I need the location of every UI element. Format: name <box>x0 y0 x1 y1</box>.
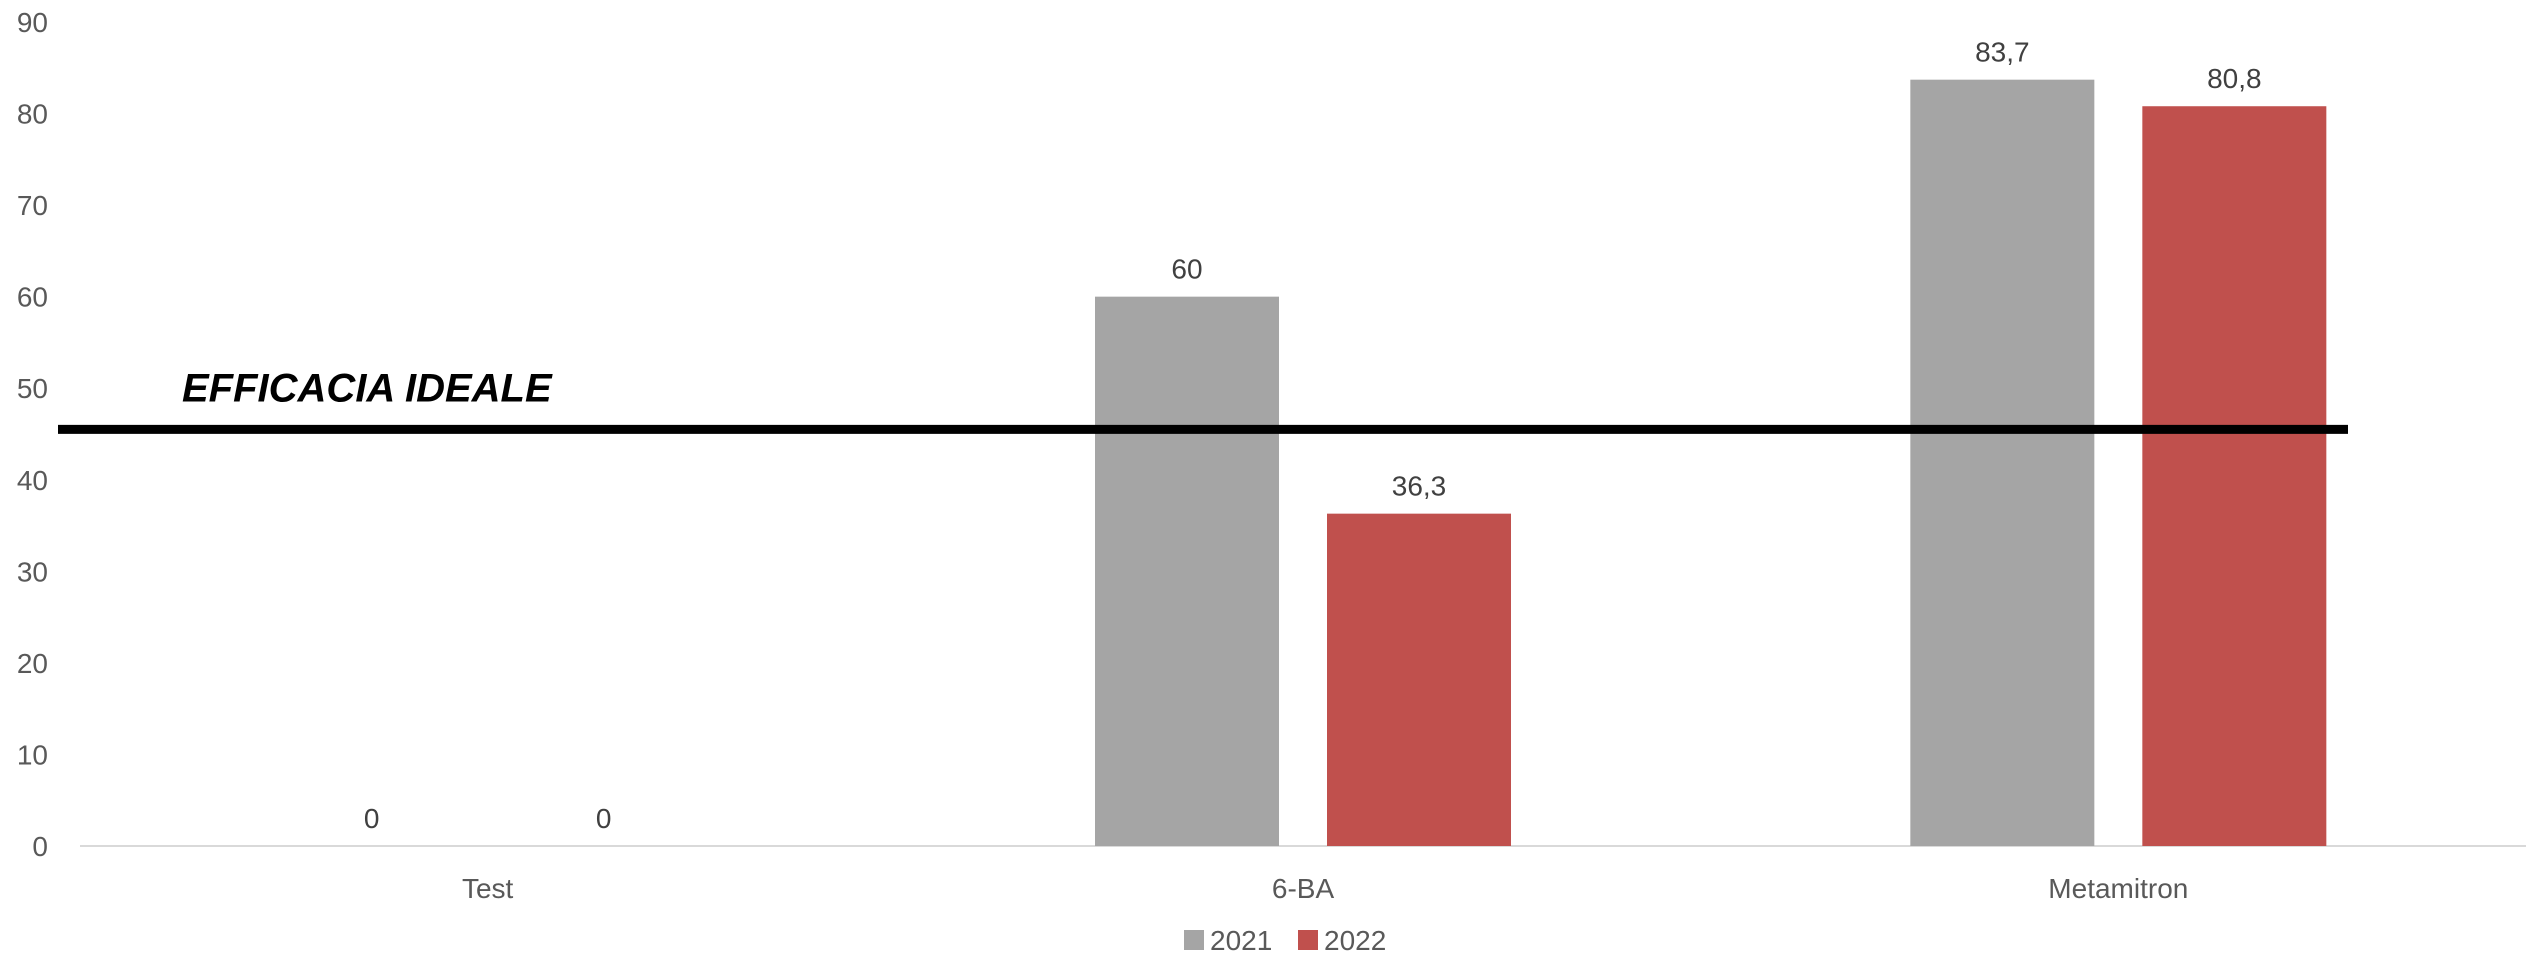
category-labels: Test 6-BA Metamitron <box>462 873 2188 904</box>
bar-2022-6-BA <box>1327 513 1511 846</box>
threshold-label: EFFICACIA IDEALE <box>182 366 553 410</box>
y-tick-label: 0 <box>32 831 48 862</box>
y-tick-label: 30 <box>17 556 48 587</box>
category-label: 6-BA <box>1272 873 1335 904</box>
bars <box>1095 79 2327 847</box>
legend-swatch <box>1184 930 1204 950</box>
y-tick-label: 20 <box>17 648 48 679</box>
data-label: 83,7 <box>1975 37 2030 68</box>
legend-label: 2022 <box>1324 925 1386 956</box>
bar-2021-6-BA <box>1095 296 1279 847</box>
y-tick-label: 50 <box>17 373 48 404</box>
y-tick-label: 80 <box>17 99 48 130</box>
bar-2022-Metamitron <box>2142 106 2327 847</box>
y-tick-label: 60 <box>17 282 48 313</box>
data-label: 60 <box>1171 254 1202 285</box>
y-tick-label: 10 <box>17 739 48 770</box>
data-label: 0 <box>364 803 380 834</box>
bar-2021-Metamitron <box>1910 79 2095 847</box>
data-label: 80,8 <box>2207 63 2262 94</box>
y-axis-ticks: 0 10 20 30 40 50 60 70 80 90 <box>17 7 48 862</box>
data-label: 0 <box>596 803 612 834</box>
category-label: Metamitron <box>2048 873 2188 904</box>
category-label: Test <box>462 873 514 904</box>
y-tick-label: 90 <box>17 7 48 38</box>
data-labels: 0 0 60 36,3 83,7 80,8 <box>364 37 2262 834</box>
legend: 2021 2022 <box>1184 925 1386 956</box>
legend-swatch <box>1298 930 1318 950</box>
legend-label: 2021 <box>1210 925 1272 956</box>
data-label: 36,3 <box>1392 471 1447 502</box>
y-tick-label: 40 <box>17 465 48 496</box>
y-tick-label: 70 <box>17 190 48 221</box>
